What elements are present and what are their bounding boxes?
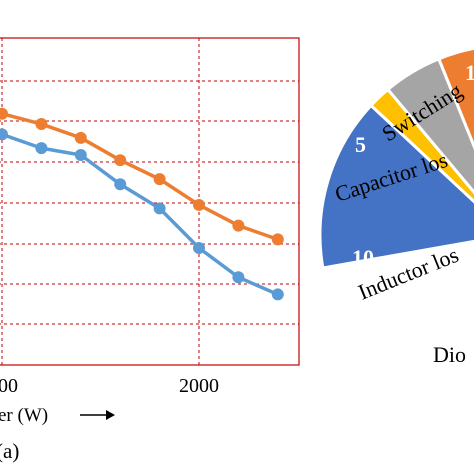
gridlines [0,38,299,365]
pie-slice-value: 1 [465,60,474,85]
x-axis-arrow [80,410,115,420]
x-tick-labels: 00 2000 [0,375,219,397]
series-line-0 [1,112,279,242]
series-0-point [0,107,8,120]
x-tick-label: 2000 [179,375,219,397]
series-1-point [271,288,284,301]
plot-frame [0,37,300,366]
series-1-point [74,149,87,162]
series-0-point [271,233,284,246]
pie-slice-label: Dio [433,342,466,367]
series-1-point [193,241,205,254]
series-0-point [193,198,205,211]
pie-slice-0 [318,103,474,270]
x-tick-label: 00 [0,375,18,397]
series-0-point [153,173,166,186]
series-1-point [0,128,8,141]
series-0-point [74,131,87,144]
series-0-point [35,118,48,131]
series-line-1 [1,132,279,297]
pie-slice-3 [436,46,474,150]
pie-slice-value: 5 [355,132,366,157]
series-0-point [114,154,127,167]
series-0-point [232,219,245,232]
series-layer [0,107,284,301]
series-1-point [35,142,48,155]
panel-label: (a) [0,439,19,463]
line-chart: 00 2000 er (W) (a) [0,37,300,463]
series-1-point [114,178,127,191]
pie-slice-value: 10 [352,245,374,270]
series-1-point [232,271,245,284]
series-1-point [153,202,166,215]
x-axis-title: er (W) [0,405,48,426]
pie-slices [318,46,474,270]
